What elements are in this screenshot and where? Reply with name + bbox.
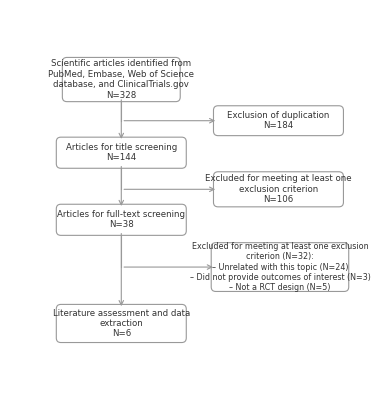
Text: Excluded for meeting at least one exclusion
criterion (N=32):
– Unrelated with t: Excluded for meeting at least one exclus… bbox=[190, 242, 370, 292]
FancyBboxPatch shape bbox=[56, 204, 186, 235]
FancyBboxPatch shape bbox=[56, 137, 186, 168]
Text: Scientific articles identified from
PubMed, Embase, Web of Science
database, and: Scientific articles identified from PubM… bbox=[48, 59, 194, 100]
FancyBboxPatch shape bbox=[56, 305, 186, 343]
FancyBboxPatch shape bbox=[211, 243, 349, 291]
Text: Excluded for meeting at least one
exclusion criterion
N=106: Excluded for meeting at least one exclus… bbox=[205, 174, 352, 204]
FancyBboxPatch shape bbox=[213, 172, 344, 207]
Text: Articles for full-text screening
N=38: Articles for full-text screening N=38 bbox=[57, 210, 185, 230]
FancyBboxPatch shape bbox=[62, 57, 180, 102]
FancyBboxPatch shape bbox=[213, 106, 344, 136]
Text: Exclusion of duplication
N=184: Exclusion of duplication N=184 bbox=[227, 111, 330, 130]
Text: Articles for title screening
N=144: Articles for title screening N=144 bbox=[66, 143, 177, 162]
Text: Literature assessment and data
extraction
N=6: Literature assessment and data extractio… bbox=[53, 308, 190, 338]
